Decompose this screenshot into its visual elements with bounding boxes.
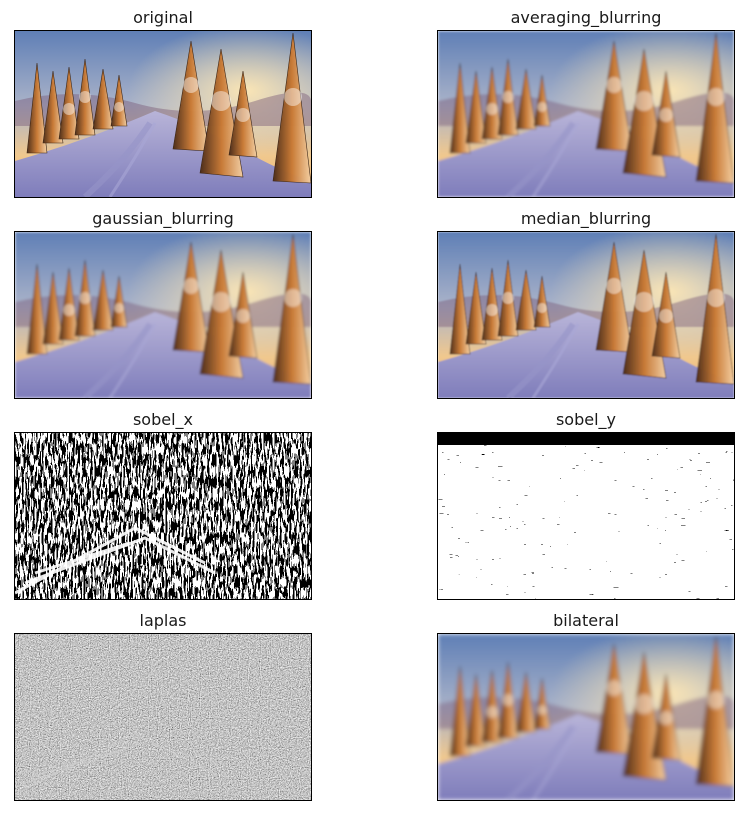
- panel-sobel-y: sobel_y: [437, 408, 735, 600]
- panel-title: median_blurring: [520, 209, 652, 228]
- edges-sobel-x: [15, 433, 311, 599]
- panel-title: original: [133, 8, 193, 27]
- panel-bilateral: bilateral: [437, 609, 735, 801]
- image-averaging-blurring: [437, 30, 735, 198]
- image-sobel-y: [437, 432, 735, 600]
- panel-title: sobel_x: [132, 410, 194, 429]
- panel-title: laplas: [139, 611, 187, 630]
- photo-original: [15, 31, 311, 197]
- image-bilateral: [437, 633, 735, 801]
- edges-laplas: [15, 634, 311, 800]
- image-original: [14, 30, 312, 198]
- image-sobel-x: [14, 432, 312, 600]
- photo-median-blurring: [438, 232, 734, 398]
- panel-averaging-blurring: averaging_blurring: [437, 6, 735, 198]
- photo-gaussian-blurring: [15, 232, 311, 398]
- panel-title: averaging_blurring: [510, 8, 662, 27]
- image-gaussian-blurring: [14, 231, 312, 399]
- panel-title: bilateral: [553, 611, 619, 630]
- image-median-blurring: [437, 231, 735, 399]
- photo-bilateral: [438, 634, 734, 800]
- panel-laplas: laplas: [14, 609, 312, 801]
- panel-title: sobel_y: [555, 410, 617, 429]
- panel-title: gaussian_blurring: [92, 209, 234, 228]
- photo-averaging-blurring: [438, 31, 734, 197]
- edges-sobel-y: [438, 433, 734, 599]
- panel-median-blurring: median_blurring: [437, 207, 735, 399]
- panel-original: original: [14, 6, 312, 198]
- panel-gaussian-blurring: gaussian_blurring: [14, 207, 312, 399]
- image-laplas: [14, 633, 312, 801]
- panel-sobel-x: sobel_x: [14, 408, 312, 600]
